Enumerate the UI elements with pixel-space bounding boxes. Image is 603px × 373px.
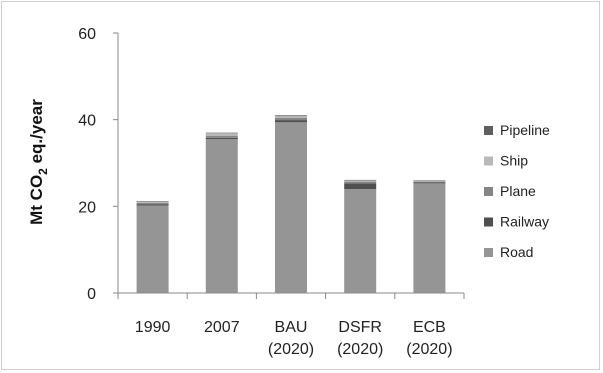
bar-segment-road bbox=[275, 122, 307, 294]
x-tick-label: 2007 bbox=[204, 319, 240, 336]
bar-segment-pipeline bbox=[205, 132, 238, 134]
x-axis: 1990 2007 BAU (2020) DSFR (2020) ECB (2020) bbox=[117, 292, 465, 358]
x-tick-label: (2020) bbox=[337, 341, 383, 358]
y-tick-label: 20 bbox=[78, 199, 96, 216]
legend-swatch-plane bbox=[484, 187, 493, 196]
legend-swatch-railway bbox=[484, 217, 493, 227]
bar-segment-railway bbox=[205, 137, 238, 140]
legend-swatch-road bbox=[484, 248, 493, 257]
y-axis: 0 20 40 60 bbox=[78, 26, 119, 303]
bar-segment-ship bbox=[275, 116, 307, 118]
x-tick-label: 1990 bbox=[135, 319, 171, 336]
legend-label-railway: Railway bbox=[500, 214, 549, 230]
x-tick-label: ECB bbox=[413, 319, 446, 336]
legend-swatch-pipeline bbox=[484, 126, 493, 135]
bar-segment-railway bbox=[344, 183, 377, 189]
x-tick-label: DSFR bbox=[338, 319, 382, 336]
y-tick-label: 0 bbox=[87, 286, 96, 303]
bar-segment-pipeline bbox=[136, 201, 169, 202]
bar-segment-road bbox=[413, 183, 446, 293]
bar-segment-ship bbox=[136, 201, 169, 203]
x-tick-label: (2020) bbox=[268, 341, 314, 358]
bar-segment-plane bbox=[344, 181, 377, 184]
bar-segment-railway bbox=[413, 182, 446, 184]
x-tick-label: (2020) bbox=[406, 341, 452, 358]
legend-label-road: Road bbox=[500, 244, 533, 260]
bar-segment-plane bbox=[413, 181, 446, 183]
bar-segment-ship bbox=[413, 180, 446, 182]
bar-segment-ship bbox=[205, 133, 238, 136]
bar-segment-ship bbox=[344, 180, 377, 182]
bars bbox=[136, 115, 446, 294]
bar-segment-road bbox=[344, 189, 377, 293]
legend-swatch-ship bbox=[484, 156, 493, 166]
y-tick-label: 40 bbox=[78, 113, 96, 130]
y-axis-label: Mt CO2 eq./year bbox=[27, 99, 50, 225]
bar-segment-pipeline bbox=[275, 115, 307, 117]
legend-label-pipeline: Pipeline bbox=[500, 122, 550, 138]
y-tick-label: 60 bbox=[78, 26, 96, 43]
bar-segment-pipeline bbox=[344, 179, 377, 181]
legend: Pipeline Ship Plane Railway Road bbox=[484, 122, 550, 260]
bar-segment-railway bbox=[275, 120, 307, 123]
bar-segment-plane bbox=[275, 117, 307, 121]
bar-segment-railway bbox=[136, 204, 169, 206]
bar-segment-road bbox=[205, 139, 238, 293]
legend-label-plane: Plane bbox=[500, 183, 536, 199]
bar-segment-plane bbox=[136, 202, 169, 205]
x-tick-label: BAU bbox=[275, 319, 308, 336]
bar-segment-road bbox=[136, 205, 169, 293]
legend-label-ship: Ship bbox=[500, 153, 528, 169]
bar-segment-plane bbox=[205, 135, 238, 138]
bar-segment-pipeline bbox=[413, 180, 446, 181]
